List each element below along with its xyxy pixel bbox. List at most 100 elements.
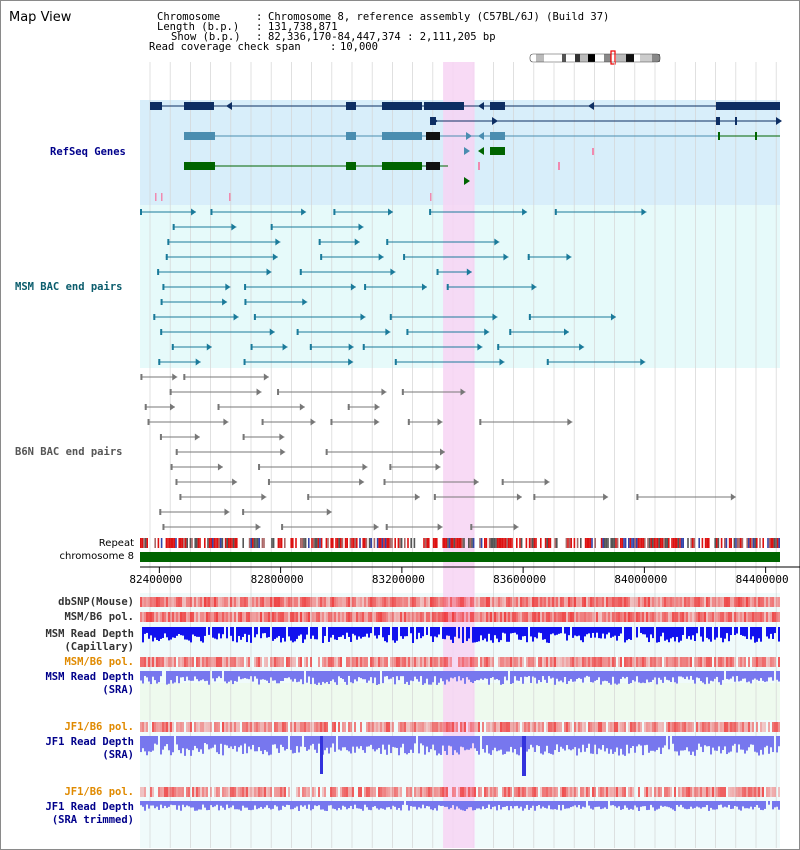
msm-sra-depth xyxy=(728,671,730,680)
msm-capillary-depth xyxy=(416,627,418,640)
msm-capillary-depth xyxy=(572,627,574,638)
msm-capillary-depth xyxy=(538,627,540,633)
msm-pol-cell xyxy=(574,612,576,622)
msm-pol-cell xyxy=(548,612,550,622)
jf1-pol-cell xyxy=(410,722,412,732)
jf1-trimmed-depth xyxy=(152,801,154,806)
dbsnp-cell xyxy=(562,597,564,607)
msm-pol-cell xyxy=(170,612,172,622)
b6n-bac-pair-end xyxy=(325,449,328,455)
dbsnp-cell xyxy=(244,597,246,607)
msm-pol-cell xyxy=(180,612,182,622)
msm-sra-depth xyxy=(282,671,284,681)
jf1-trimmed-depth xyxy=(604,801,606,808)
msm-sra-depth xyxy=(634,671,636,682)
jf1-pol-cell xyxy=(264,722,266,732)
jf1-pol-cell xyxy=(216,722,218,732)
msm-sra-depth xyxy=(316,671,318,685)
repeat-element xyxy=(540,538,542,548)
jf1-sra-depth xyxy=(582,736,584,745)
msm-pol-cell xyxy=(432,612,434,622)
track-label-msm-depth-capillary-sub: (Capillary) xyxy=(64,641,134,653)
jf1-sra-depth xyxy=(652,736,654,751)
repeat-element xyxy=(428,538,430,548)
jf1-pol-cell xyxy=(322,722,324,732)
jf1-pol2-cell xyxy=(258,787,260,797)
dbsnp-cell xyxy=(776,597,778,607)
jf1-pol2-cell xyxy=(592,787,594,797)
jf1-sra-depth xyxy=(706,736,708,747)
dbsnp-cell xyxy=(524,597,526,607)
msm-sra-depth xyxy=(376,671,378,685)
jf1-pol-cell xyxy=(526,722,528,732)
dbsnp-cell xyxy=(774,597,776,607)
jf1-pol-cell xyxy=(446,722,448,732)
track-label-msm-b6-pol-2: MSM/B6 pol. xyxy=(64,656,134,668)
jf1-pol-cell xyxy=(602,722,604,732)
msm-pol2-cell xyxy=(640,657,642,667)
msm-capillary-depth xyxy=(646,627,648,638)
msm-pol2-cell xyxy=(696,657,698,667)
repeat-element xyxy=(615,538,617,548)
repeat-element xyxy=(231,538,233,548)
msm-capillary-depth xyxy=(220,627,222,639)
msm-pol-cell xyxy=(162,612,164,622)
jf1-pol-cell xyxy=(320,722,322,732)
jf1-pol-cell xyxy=(660,722,662,732)
msm-sra-depth xyxy=(658,671,660,678)
dbsnp-cell xyxy=(706,597,708,607)
jf1-sra-depth xyxy=(300,736,302,747)
gene-exon xyxy=(382,132,422,140)
msm-pol-cell xyxy=(514,612,516,622)
msm-pol2-cell xyxy=(652,657,654,667)
jf1-sra-depth xyxy=(218,736,220,755)
msm-sra-depth xyxy=(578,671,580,678)
jf1-pol-cell xyxy=(168,722,170,732)
msm-capillary-depth xyxy=(430,627,432,637)
jf1-sra-depth xyxy=(610,736,612,750)
msm-sra-depth xyxy=(694,671,696,684)
repeat-element xyxy=(444,538,446,548)
jf1-pol2-cell xyxy=(754,787,756,797)
dbsnp-cell xyxy=(574,597,576,607)
msm-sra-depth xyxy=(748,671,750,682)
repeat-element xyxy=(693,538,696,548)
msm-sra-depth xyxy=(486,671,488,679)
msm-pol2-cell xyxy=(608,657,610,667)
jf1-pol2-cell xyxy=(186,787,188,797)
msm-pol2-cell xyxy=(204,657,206,667)
msm-sra-depth xyxy=(672,671,674,678)
repeat-element xyxy=(751,538,753,548)
msm-capillary-depth xyxy=(536,627,538,639)
msm-pol-cell xyxy=(262,612,264,622)
jf1-sra-depth xyxy=(736,736,738,753)
axis-tick-label: 83600000 xyxy=(493,573,547,586)
jf1-sra-depth xyxy=(542,736,544,755)
msm-sra-depth xyxy=(324,671,326,684)
jf1-sra-depth xyxy=(526,736,528,752)
msm-sra-depth xyxy=(152,671,154,677)
jf1-sra-depth xyxy=(246,736,248,754)
repeat-element xyxy=(426,538,428,548)
msm-capillary-depth xyxy=(696,627,698,634)
msm-pol-cell xyxy=(320,612,322,622)
msm-capillary-depth xyxy=(726,627,728,634)
msm-capillary-depth xyxy=(216,627,218,640)
msm-pol2-cell xyxy=(346,657,348,667)
jf1-sra-depth xyxy=(304,736,306,747)
jf1-pol-cell xyxy=(596,722,598,732)
msm-sra-depth xyxy=(690,671,692,676)
repeat-element xyxy=(388,538,390,548)
msm-pol2-cell xyxy=(492,657,494,667)
msm-sra-depth xyxy=(166,671,168,685)
msm-bac-pair-end xyxy=(522,208,528,216)
dbsnp-cell xyxy=(594,597,596,607)
jf1-pol2-cell xyxy=(322,787,324,797)
jf1-pol2-cell xyxy=(384,787,386,797)
dbsnp-cell xyxy=(778,597,780,607)
msm-pol-cell xyxy=(410,612,412,622)
msm-sra-depth xyxy=(458,671,460,677)
jf1-pol2-cell xyxy=(542,787,544,797)
jf1-pol2-cell xyxy=(760,787,762,797)
